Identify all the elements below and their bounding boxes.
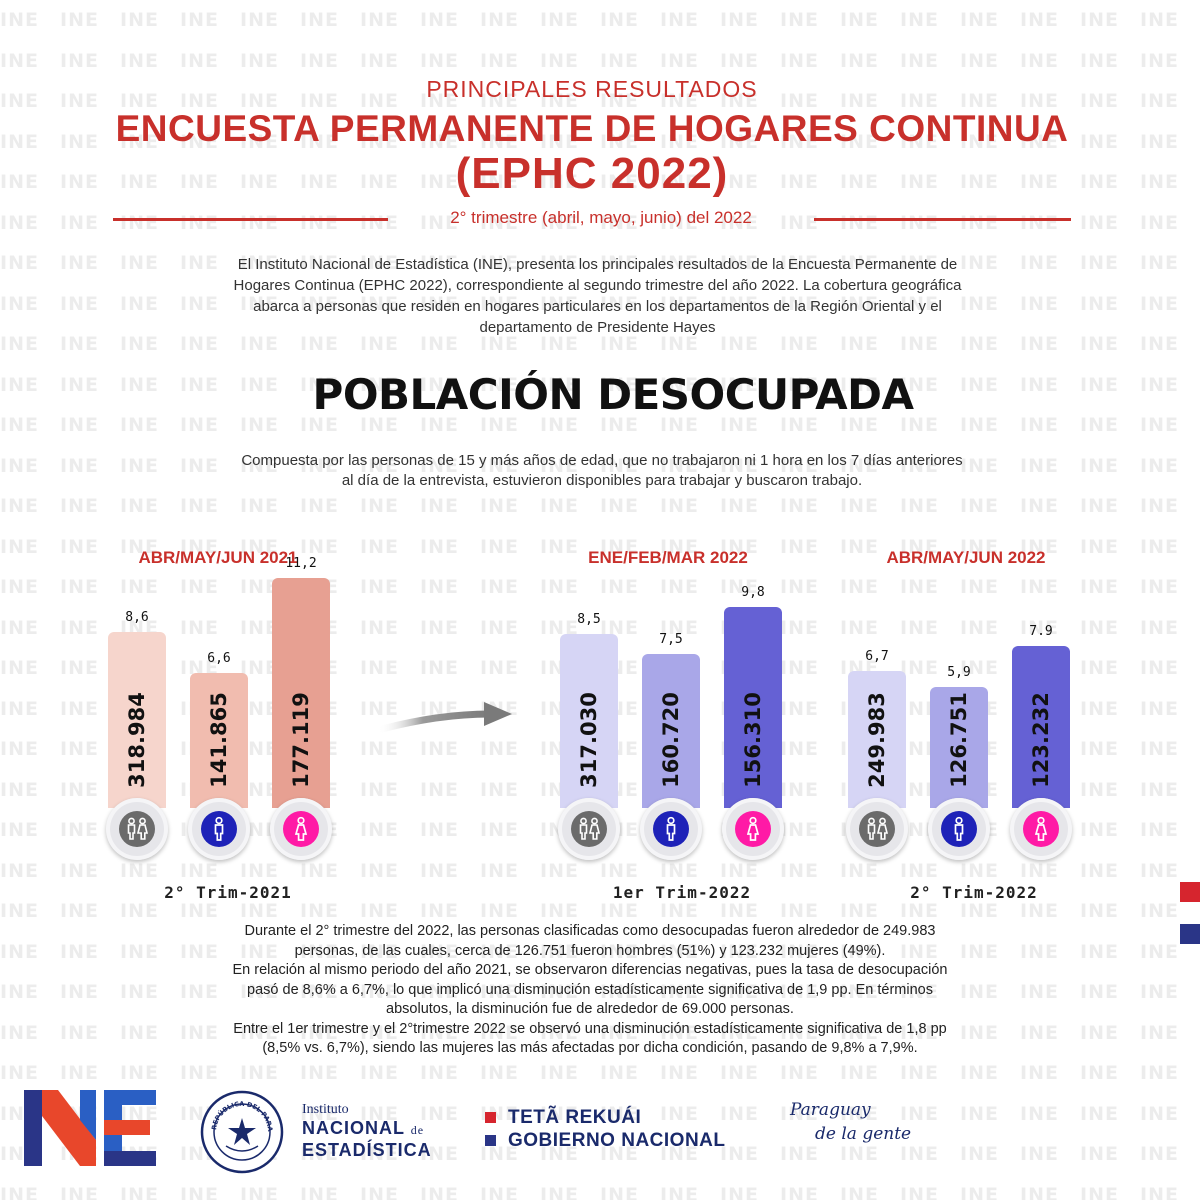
intro-line: Hogares Continua (EPHC 2022), correspond… <box>233 277 962 294</box>
woman-icon <box>735 811 771 847</box>
institute-name-line2: ESTADÍSTICA <box>302 1140 432 1160</box>
slogan-wordmark: Paraguay de la gente <box>790 1098 911 1146</box>
summary-paragraph: Durante el 2° trimestre del 2022, las pe… <box>110 922 1070 1059</box>
gov-line-1-text: TETÃ REKUÁI <box>508 1107 642 1128</box>
intro-paragraph: El Instituto Nacional de Estadística (IN… <box>125 254 1070 338</box>
bar-rate-label: 8,5 <box>577 611 601 627</box>
badge <box>188 798 250 860</box>
institute-name-line1: NACIONAL de <box>302 1118 432 1140</box>
definition-line: Compuesta por las personas de 15 y más a… <box>241 452 963 469</box>
intro-line: abarca a personas que residen en hogares… <box>253 298 942 315</box>
bar <box>848 670 906 808</box>
summary-line: pasó de 8,6% a 6,7%, lo que implicó una … <box>247 981 933 998</box>
edge-red-marker <box>1180 882 1200 902</box>
section-title: POBLACIÓN DESOCUPADA <box>312 370 914 419</box>
gov-line-1: TETÃ REKUÁI <box>485 1106 726 1129</box>
gov-line-2: GOBIERNO NACIONAL <box>485 1129 726 1152</box>
institute-word-de: de <box>410 1123 425 1137</box>
man-icon <box>653 811 689 847</box>
badge <box>846 798 908 860</box>
bar-count-label: 318.984 <box>125 692 149 788</box>
bar <box>930 687 988 808</box>
bar-rate-label: 11,2 <box>285 556 317 572</box>
summary-line: absolutos, la disminución fue de alreded… <box>386 1001 794 1017</box>
badge <box>1010 798 1072 860</box>
divider-left <box>113 218 388 221</box>
badge <box>558 798 620 860</box>
institute-wordmark: Instituto NACIONAL de ESTADÍSTICA <box>302 1102 432 1160</box>
slogan-line-1: Paraguay <box>790 1100 871 1120</box>
unemployment-bar-chart: ABR/MAY/JUN 2021 8,6 318.984 6,6 141.865 11,2… <box>0 540 1200 920</box>
summary-line: Entre el 1er trimestre y el 2°trimestre … <box>233 1020 947 1037</box>
badge <box>106 798 168 860</box>
definition-line: al día de la entrevista, estuvieron disp… <box>341 472 863 489</box>
people-icon <box>571 811 607 847</box>
intro-line: departamento de Presidente Hayes <box>479 319 716 336</box>
badge <box>270 798 332 860</box>
republic-seal-icon: REPÚBLICA DEL PARAGUAY <box>200 1090 284 1174</box>
panel-title: ABR/MAY/JUN 2021 <box>138 548 298 567</box>
bar-count-label: 156.310 <box>741 692 765 788</box>
bar <box>272 578 330 808</box>
panel-caption: 2° Trim-2022 <box>910 883 1038 902</box>
bar-count-label: 123.232 <box>1029 692 1053 788</box>
summary-line: personas, de las cuales, cerca de 126.75… <box>294 942 886 959</box>
bar <box>642 654 700 808</box>
divider-right <box>814 218 1071 221</box>
badge <box>928 798 990 860</box>
woman-icon <box>1023 811 1059 847</box>
woman-icon <box>283 811 319 847</box>
bar <box>724 607 782 808</box>
bar-rate-label: 7,5 <box>659 632 683 648</box>
bar-rate-label: 5,9 <box>947 665 971 681</box>
institute-small-label: Instituto <box>302 1102 349 1117</box>
bar-rate-label: 6,7 <box>865 648 889 664</box>
badge <box>722 798 784 860</box>
bar <box>1012 646 1070 808</box>
bar <box>108 631 166 808</box>
bar-count-label: 126.751 <box>947 692 971 788</box>
people-icon <box>859 811 895 847</box>
slogan-line-2: de la gente <box>815 1124 912 1144</box>
bar-rate-label: 9,8 <box>741 585 765 601</box>
bar-count-label: 317.030 <box>577 692 601 788</box>
page-title: ENCUESTA PERMANENTE DE HOGARES CONTINUA <box>115 108 1069 149</box>
panel-title: ENE/FEB/MAR 2022 <box>588 548 748 567</box>
bar-count-label: 160.720 <box>659 692 683 788</box>
man-icon <box>941 811 977 847</box>
definition-paragraph: Compuesta por las personas de 15 y más a… <box>140 451 1064 491</box>
edge-blue-marker <box>1180 924 1200 944</box>
government-wordmark: TETÃ REKUÁI GOBIERNO NACIONAL <box>485 1106 726 1152</box>
bar-rate-label: 7.9 <box>1029 624 1053 640</box>
institute-word-nacional: NACIONAL <box>302 1118 405 1138</box>
summary-line: En relación al mismo periodo del año 202… <box>232 962 948 978</box>
panel-title: ABR/MAY/JUN 2022 <box>886 548 1046 567</box>
blue-square-icon <box>485 1135 496 1146</box>
bar-count-label: 177.119 <box>289 692 313 788</box>
bar <box>190 672 248 808</box>
red-square-icon <box>485 1112 496 1123</box>
ine-logo <box>24 1090 156 1166</box>
period-subtitle: 2° trimestre (abril, mayo, junio) del 20… <box>450 208 752 227</box>
badge <box>640 798 702 860</box>
arrow-right-icon <box>378 702 512 734</box>
bar-count-label: 249.983 <box>865 692 889 788</box>
man-icon <box>201 811 237 847</box>
panel-caption: 2° Trim-2021 <box>164 883 292 902</box>
bar-rate-label: 6,6 <box>207 650 231 666</box>
panel-caption: 1er Trim-2022 <box>612 883 752 902</box>
people-icon <box>119 811 155 847</box>
bar-count-label: 141.865 <box>207 692 231 788</box>
summary-line: (8,5% vs. 6,7%), siendo las mujeres las … <box>262 1040 918 1056</box>
gov-line-2-text: GOBIERNO NACIONAL <box>508 1130 726 1151</box>
page-title-acronym: (EPHC 2022) <box>455 149 729 198</box>
bar-rate-label: 8,6 <box>125 609 149 625</box>
summary-line: Durante el 2° trimestre del 2022, las pe… <box>244 923 936 939</box>
kicker-text: PRINCIPALES RESULTADOS <box>426 76 758 102</box>
bar <box>560 633 618 808</box>
intro-line: El Instituto Nacional de Estadística (IN… <box>237 256 958 273</box>
